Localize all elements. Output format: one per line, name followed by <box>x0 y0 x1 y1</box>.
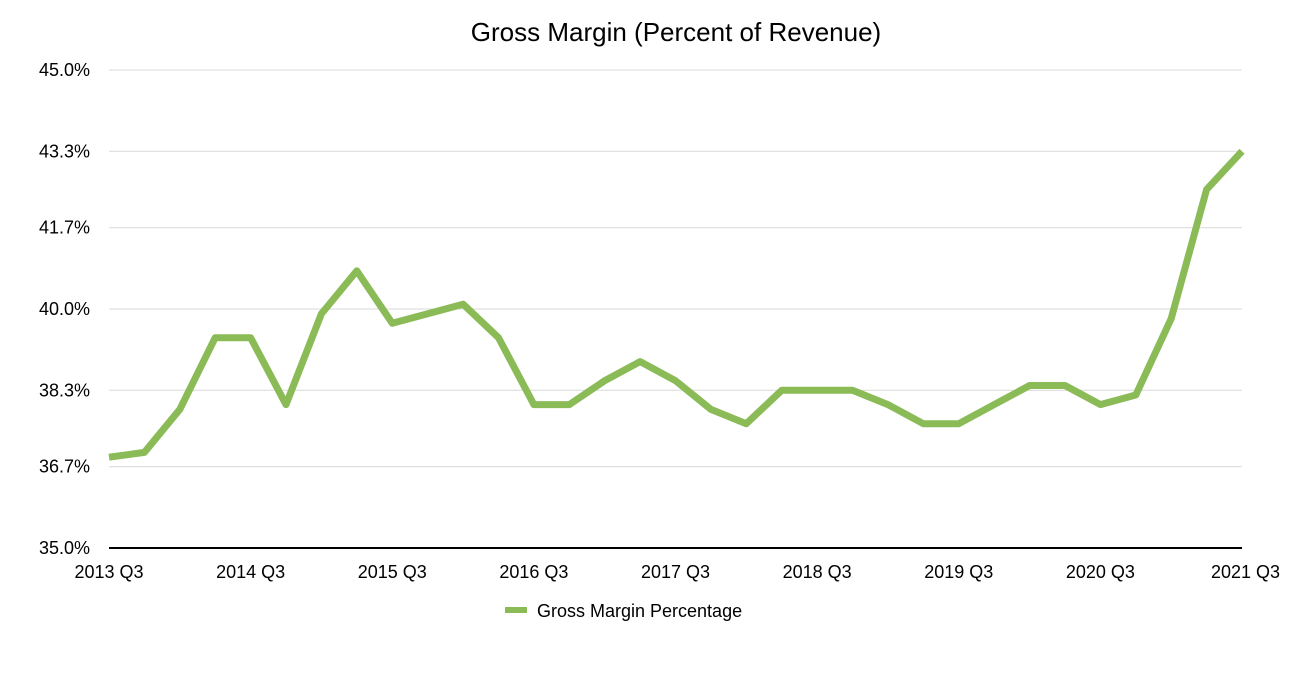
x-tick-label: 2015 Q3 <box>358 562 427 582</box>
y-tick-label: 40.0% <box>39 299 90 319</box>
legend-label: Gross Margin Percentage <box>537 601 742 621</box>
chart-title: Gross Margin (Percent of Revenue) <box>471 17 881 47</box>
x-tick-label: 2013 Q3 <box>74 562 143 582</box>
series-line <box>108 148 1245 461</box>
y-axis-ticks: 35.0% 36.7% 38.3% 40.0% 41.7% 43.3% 45.0% <box>39 60 90 558</box>
x-axis-ticks: 2013 Q3 2014 Q3 2015 Q3 2016 Q3 2017 Q3 2018 … <box>74 562 1280 582</box>
y-tick-label: 36.7% <box>39 457 90 477</box>
x-tick-label: 2016 Q3 <box>499 562 568 582</box>
y-tick-label: 41.7% <box>39 218 90 238</box>
x-tick-label: 2018 Q3 <box>783 562 852 582</box>
x-tick-label: 2020 Q3 <box>1066 562 1135 582</box>
y-tick-label: 45.0% <box>39 60 90 80</box>
y-tick-label: 35.0% <box>39 538 90 558</box>
x-tick-label: 2019 Q3 <box>924 562 993 582</box>
x-tick-label: 2021 Q3 <box>1211 562 1280 582</box>
y-tick-label: 38.3% <box>39 380 90 400</box>
y-tick-label: 43.3% <box>39 141 90 161</box>
gridlines <box>109 69 1242 468</box>
legend: Gross Margin Percentage <box>505 601 742 621</box>
x-tick-label: 2017 Q3 <box>641 562 710 582</box>
series-group <box>108 148 1245 461</box>
x-tick-label: 2014 Q3 <box>216 562 285 582</box>
